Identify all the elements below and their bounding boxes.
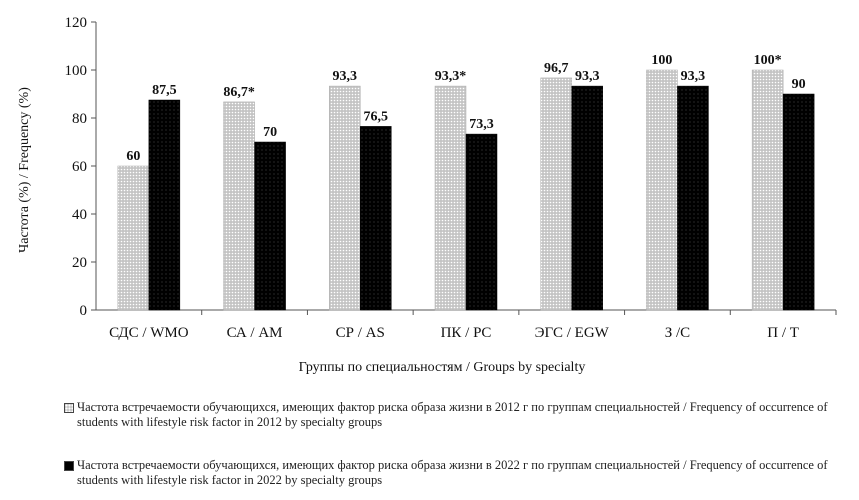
y-tick-label: 120 xyxy=(65,15,88,31)
bar-2022 xyxy=(782,93,815,311)
bar-2012 xyxy=(329,85,361,311)
y-tick-label: 100 xyxy=(65,63,88,79)
data-label-2012: 96,7 xyxy=(544,61,569,76)
y-axis-title: Частота (%) / Frequency (%) xyxy=(17,87,32,253)
x-axis-title: Группы по специальностям / Groups by spe… xyxy=(299,360,586,375)
y-tick-label: 60 xyxy=(72,159,87,175)
y-tick-label: 0 xyxy=(80,303,88,319)
data-label-2012: 93,3* xyxy=(435,69,467,84)
bars xyxy=(117,69,815,311)
data-label-2022: 73,3 xyxy=(469,117,494,132)
legend-item-2022: Частота встречаемости обучающихся, имеющ… xyxy=(64,458,844,488)
axes: 0 20 40 60 80 100 120 СДС / WMO СА / AM СР / AS ПК… xyxy=(65,15,837,341)
legend-swatch-2012 xyxy=(64,403,74,413)
bar-2012 xyxy=(540,77,572,311)
data-label-2022: 70 xyxy=(263,125,277,140)
data-label-2022: 87,5 xyxy=(152,83,177,98)
bar-2022 xyxy=(677,85,709,311)
bar-2022 xyxy=(465,133,498,311)
data-label-2012: 100* xyxy=(754,53,782,68)
data-label-2022: 93,3 xyxy=(575,69,600,84)
y-tick-label: 80 xyxy=(72,111,87,127)
legend-swatch-2022 xyxy=(64,461,74,471)
bar-chart: 0 20 40 60 80 100 120 СДС / WMO СА / AM СР / AS ПК… xyxy=(17,15,837,375)
legend-label-2022: Частота встречаемости обучающихся, имеющ… xyxy=(77,458,828,487)
y-tick-label: 20 xyxy=(72,255,87,271)
x-tick-label: СДС / WMO xyxy=(109,325,189,341)
data-label-2012: 100 xyxy=(651,53,672,68)
legend-label-2012: Частота встречаемости обучающихся, имеющ… xyxy=(77,400,828,429)
x-tick-label: ПК / PC xyxy=(441,325,492,341)
legend-item-2012: Частота встречаемости обучающихся, имеющ… xyxy=(64,400,844,430)
bar-2012 xyxy=(434,85,467,311)
bar-2012 xyxy=(117,165,150,311)
data-label-2012: 86,7* xyxy=(223,85,255,100)
data-label-2012: 60 xyxy=(126,149,140,164)
bar-2022 xyxy=(254,141,286,311)
data-label-2022: 93,3 xyxy=(681,69,706,84)
data-labels: 60 87,5 86,7* 70 93,3 76,5 93,3* 73,3 96,7 93,3 10… xyxy=(126,53,805,164)
bar-2012 xyxy=(751,69,784,311)
x-tick-label: СР / AS xyxy=(336,325,385,341)
bar-2022 xyxy=(571,85,603,311)
bar-2012 xyxy=(646,69,678,311)
y-tick-label: 40 xyxy=(72,207,87,223)
bar-2022 xyxy=(360,126,392,311)
x-tick-label: З /С xyxy=(665,325,690,341)
bar-2012 xyxy=(223,101,255,311)
x-tick-label: П / T xyxy=(767,325,799,341)
data-label-2022: 90 xyxy=(792,77,806,92)
x-tick-label: СА / AM xyxy=(227,325,283,341)
x-tick-label: ЭГС / EGW xyxy=(535,325,610,341)
bar-2022 xyxy=(148,99,181,311)
data-label-2012: 93,3 xyxy=(333,69,358,84)
data-label-2022: 76,5 xyxy=(364,109,389,124)
